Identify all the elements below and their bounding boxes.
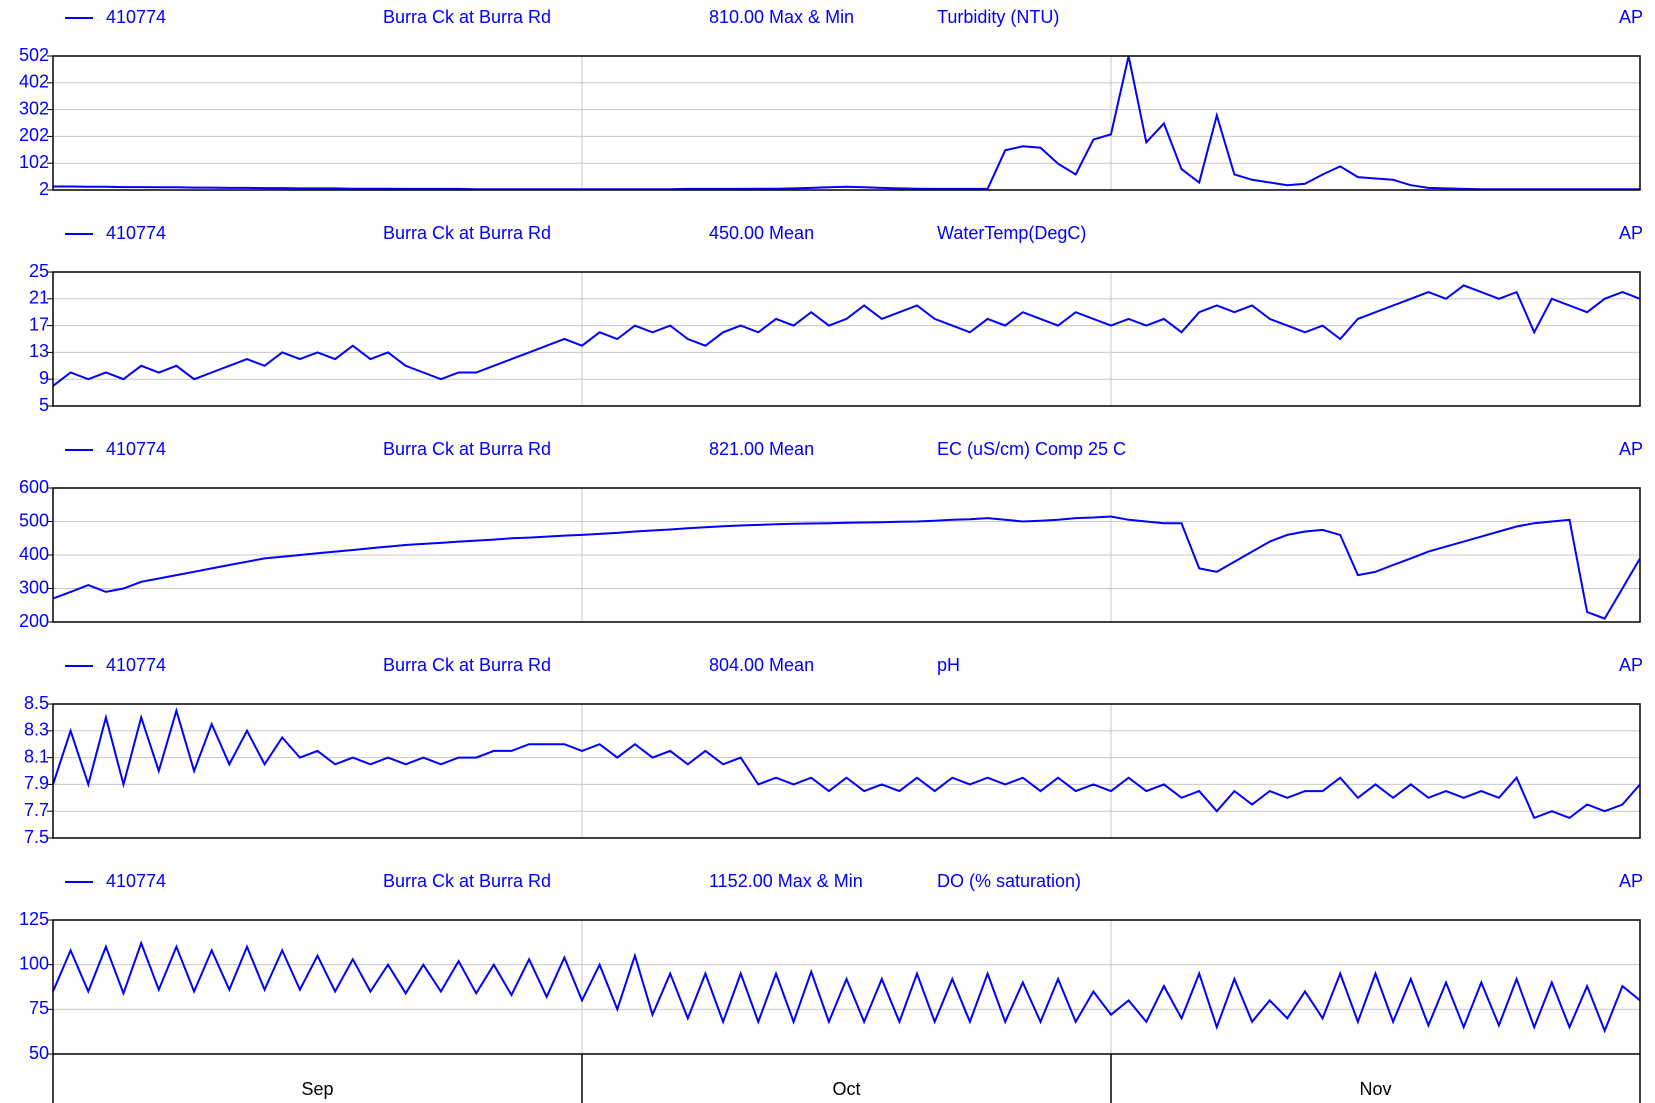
- source: AP: [1619, 871, 1643, 891]
- station-name: Burra Ck at Burra Rd: [383, 439, 551, 459]
- y-tick-label: 8.5: [24, 693, 49, 713]
- data-line: [53, 55, 1640, 191]
- legend-label: 410774: [106, 223, 166, 243]
- y-tick-label: 13: [29, 341, 49, 361]
- source: AP: [1619, 223, 1643, 243]
- y-tick-label: 102: [19, 152, 49, 172]
- y-tick-label: 50: [29, 1043, 49, 1063]
- y-tick-label: 402: [19, 72, 49, 92]
- y-tick-label: 100: [19, 953, 49, 973]
- source: AP: [1619, 655, 1643, 675]
- statistic: 1152.00 Max & Min: [709, 871, 863, 891]
- statistic: 450.00 Mean: [709, 223, 814, 243]
- data-line: [52, 515, 1641, 620]
- y-tick-label: 25: [29, 261, 49, 281]
- y-tick-label: 5: [39, 395, 49, 415]
- legend-label: 410774: [106, 439, 166, 459]
- legend-label: 410774: [106, 871, 166, 891]
- chart-title: Turbidity (NTU): [937, 7, 1059, 27]
- station-name: Burra Ck at Burra Rd: [383, 871, 551, 891]
- y-tick-label: 17: [29, 314, 49, 334]
- y-tick-label: 8.1: [24, 746, 49, 766]
- data-line: [52, 284, 1641, 387]
- chart-title: EC (uS/cm) Comp 25 C: [937, 439, 1126, 459]
- x-tick-label: Oct: [832, 1079, 860, 1099]
- chart-title: DO (% saturation): [937, 871, 1081, 891]
- y-tick-label: 300: [19, 577, 49, 597]
- plot-frame: [52, 487, 1641, 623]
- statistic: 804.00 Mean: [709, 655, 814, 675]
- x-tick-label: Nov: [1359, 1079, 1391, 1099]
- station-name: Burra Ck at Burra Rd: [383, 223, 551, 243]
- y-tick-label: 600: [19, 477, 49, 497]
- y-tick-label: 8.3: [24, 720, 49, 740]
- plot-frame: [52, 55, 1641, 191]
- y-tick-label: 202: [19, 125, 49, 145]
- data-line: [52, 940, 1641, 1034]
- x-tick-label: Sep: [301, 1079, 333, 1099]
- statistic: 821.00 Mean: [709, 439, 814, 459]
- legend-label: 410774: [106, 7, 166, 27]
- y-tick-label: 500: [19, 510, 49, 530]
- y-tick-label: 200: [19, 611, 49, 631]
- y-tick-label: 302: [19, 98, 49, 118]
- station-name: Burra Ck at Burra Rd: [383, 655, 551, 675]
- plot-frame: [52, 271, 1641, 407]
- legend-label: 410774: [106, 655, 166, 675]
- y-tick-label: 2: [39, 179, 49, 199]
- y-tick-label: 7.7: [24, 800, 49, 820]
- y-tick-label: 21: [29, 288, 49, 308]
- y-tick-label: 7.9: [24, 773, 49, 793]
- chart-title: WaterTemp(DegC): [937, 223, 1086, 243]
- plot-frame: [52, 919, 1641, 1055]
- y-tick-label: 75: [29, 998, 49, 1018]
- statistic: 810.00 Max & Min: [709, 7, 854, 27]
- y-tick-label: 502: [19, 45, 49, 65]
- y-tick-label: 125: [19, 909, 49, 929]
- source: AP: [1619, 7, 1643, 27]
- data-line: [52, 707, 1641, 820]
- source: AP: [1619, 439, 1643, 459]
- plot-frame: [52, 703, 1641, 839]
- station-name: Burra Ck at Burra Rd: [383, 7, 551, 27]
- y-tick-label: 9: [39, 368, 49, 388]
- y-tick-label: 7.5: [24, 827, 49, 847]
- y-tick-label: 400: [19, 544, 49, 564]
- chart-title: pH: [937, 655, 960, 675]
